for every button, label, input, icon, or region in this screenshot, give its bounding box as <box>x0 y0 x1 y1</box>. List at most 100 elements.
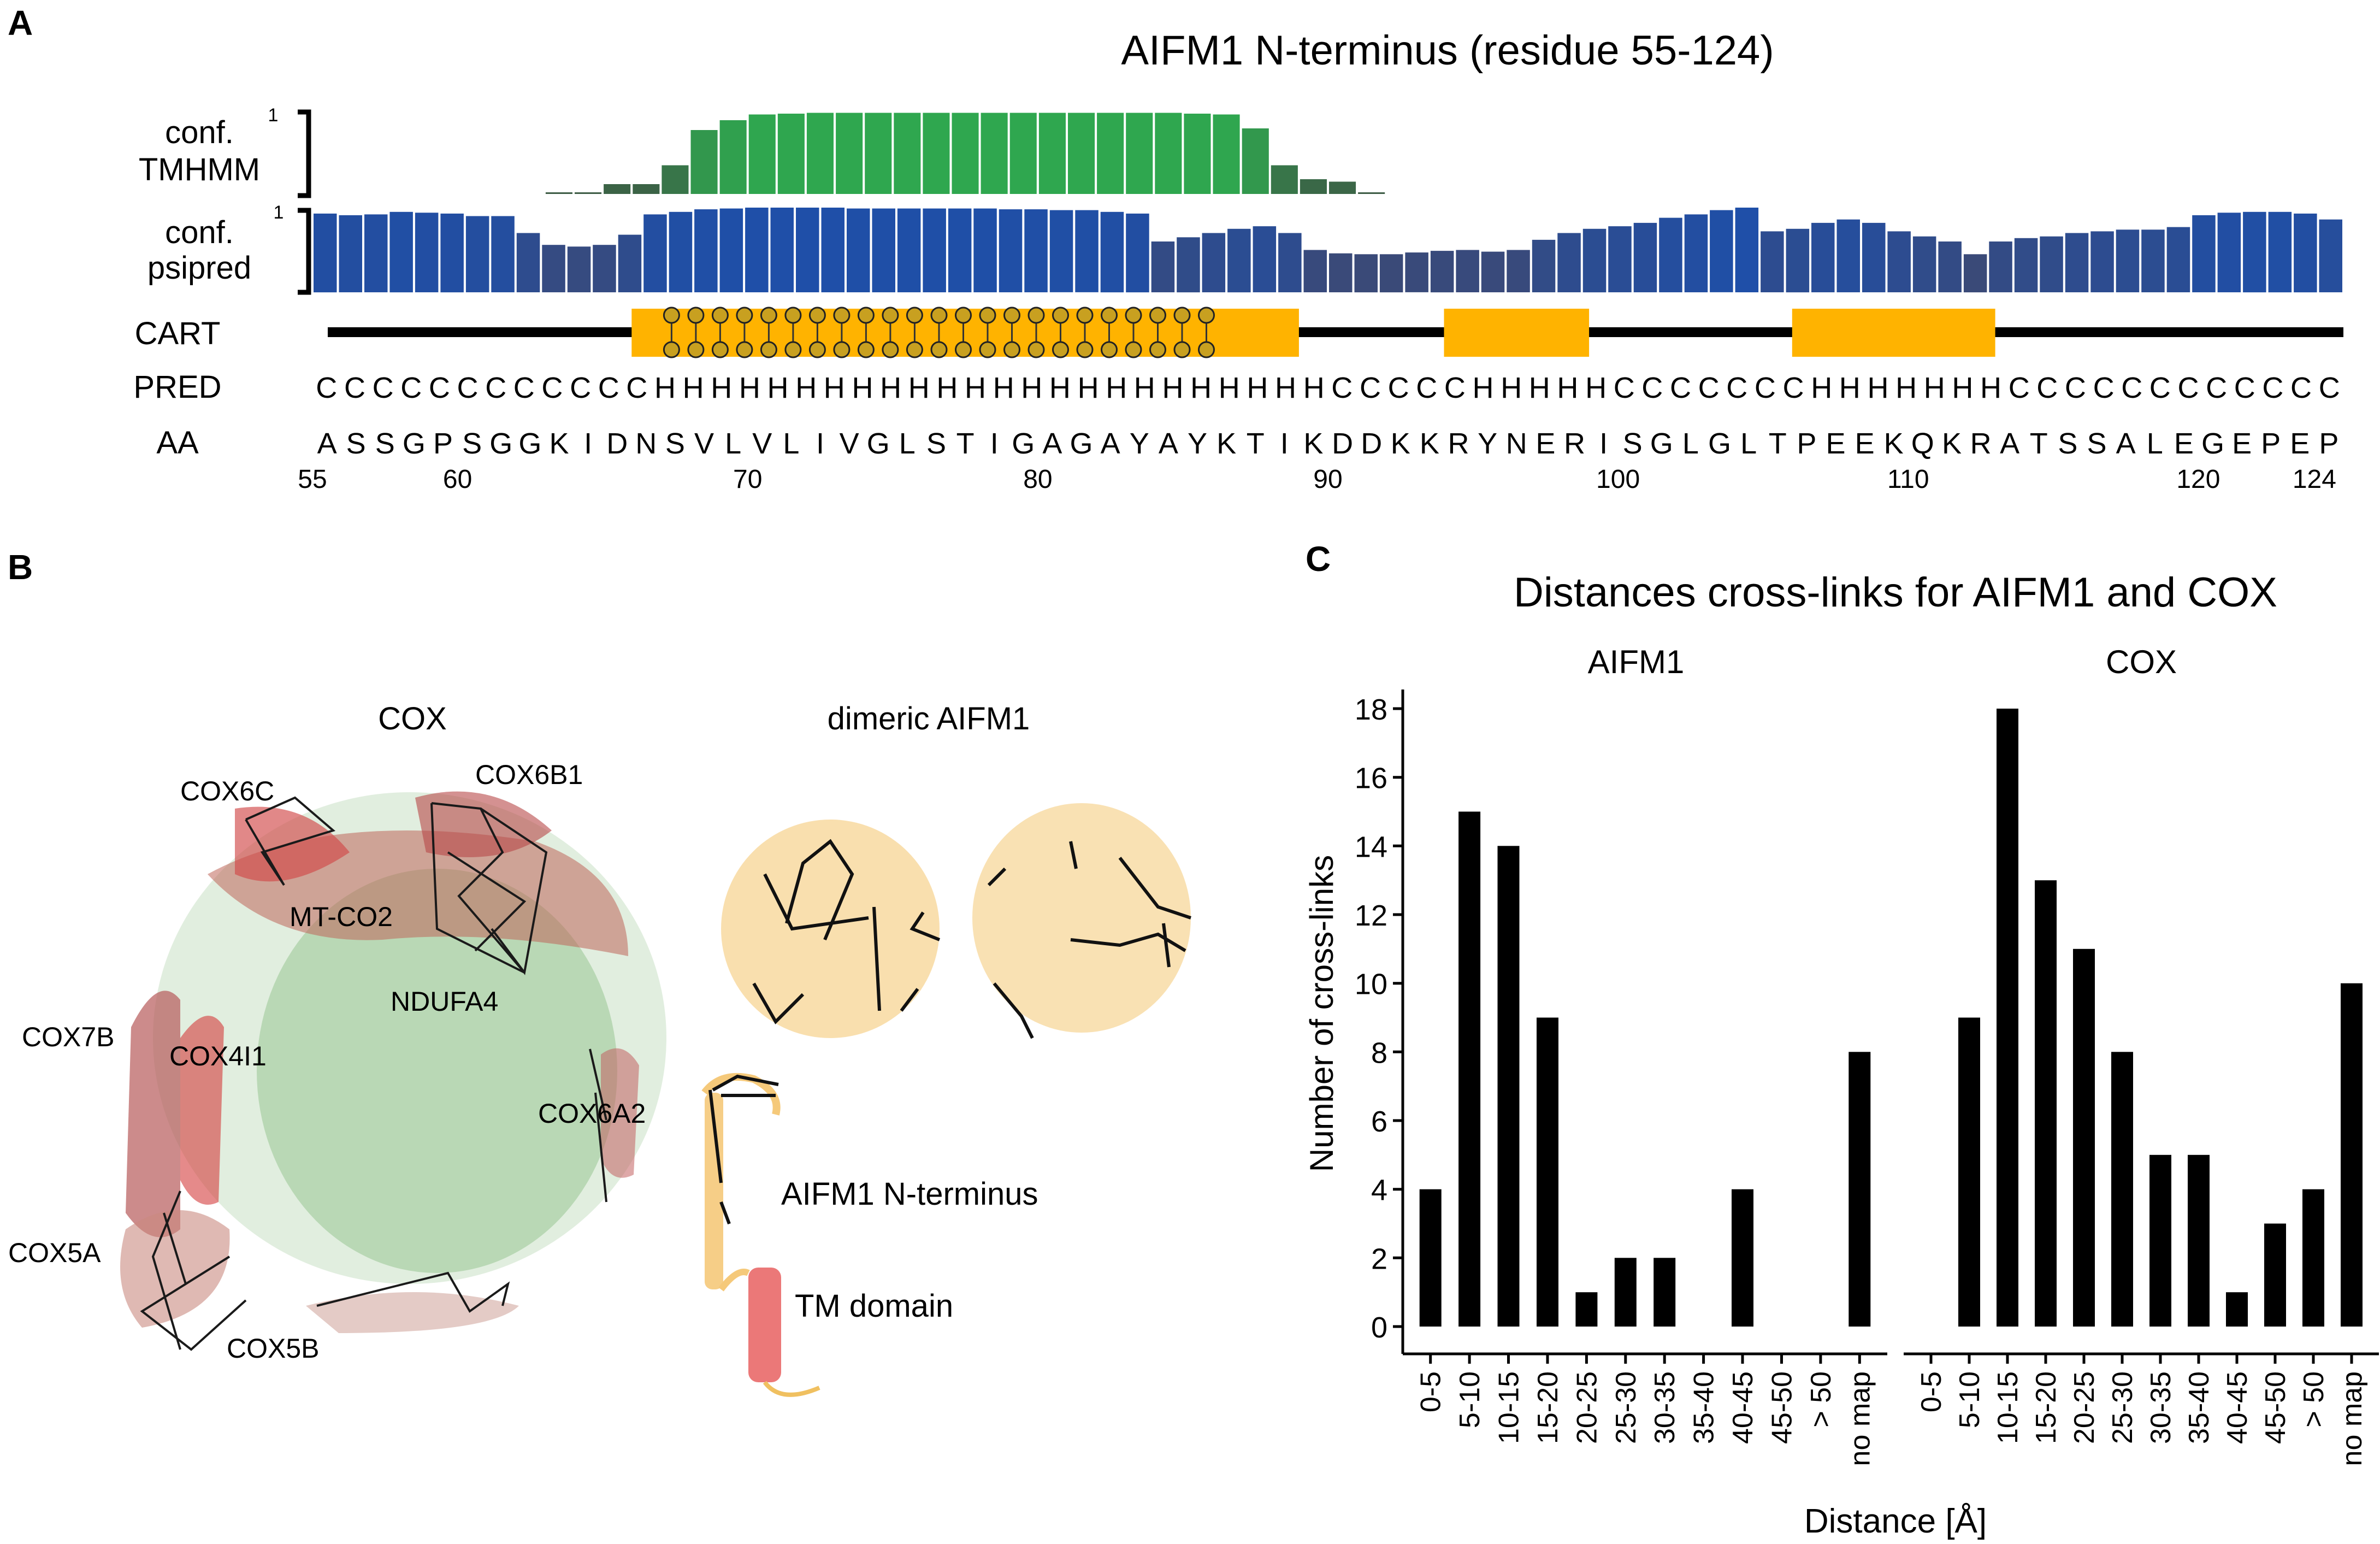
pred-letter: C <box>2065 372 2086 404</box>
membrane-bead <box>1149 341 1166 358</box>
psipred-bar <box>1582 228 1607 293</box>
psipred-bar <box>314 213 337 293</box>
pred-letter: C <box>2121 372 2142 404</box>
tmhmm-label-line1: conf. <box>165 115 234 150</box>
membrane-bead <box>1027 307 1045 324</box>
bar-cox <box>2111 1052 2133 1327</box>
pred-letter: H <box>1303 372 1325 404</box>
x-tick-label: 10-15 <box>1992 1371 2024 1444</box>
aa-letter: R <box>1564 427 1585 460</box>
y-tick-label: 2 <box>1371 1242 1387 1275</box>
dimeric-aifm1-title: dimeric AIFM1 <box>828 701 1030 736</box>
psipred-bar <box>2217 213 2241 292</box>
membrane-bead <box>687 307 705 324</box>
pred-letter: C <box>2149 372 2171 404</box>
pred-letter: H <box>1895 372 1917 404</box>
pred-letter: C <box>1388 372 1409 404</box>
aa-letter: D <box>606 427 628 460</box>
membrane-bead <box>1052 341 1069 358</box>
aa-letter: K <box>1420 427 1439 460</box>
pred-letter: C <box>457 372 479 404</box>
psipred-bar <box>1659 217 1682 292</box>
pred-letter: H <box>852 372 873 404</box>
aa-letter: G <box>1012 427 1035 460</box>
aa-letter: E <box>2232 427 2252 460</box>
x-tick-label: 0-5 <box>1916 1371 1947 1412</box>
x-tick-label: no map <box>1844 1371 1876 1466</box>
aa-letter: A <box>2116 427 2136 460</box>
psipred-bar <box>415 213 439 292</box>
aa-letter: A <box>1101 427 1120 460</box>
tmhmm-bar <box>865 113 892 194</box>
psipred-bar <box>1735 208 1759 292</box>
psipred-bar <box>593 245 616 292</box>
residue-tick-label: 124 <box>2293 465 2336 494</box>
psipred-bar <box>567 246 591 292</box>
psipred-bar <box>1963 254 1987 293</box>
bar-cox <box>1958 1017 1980 1327</box>
tmhmm-bar <box>923 113 950 194</box>
membrane-bead <box>1198 307 1215 324</box>
membrane-bead <box>857 307 875 324</box>
y-tick-label: 18 <box>1355 693 1387 726</box>
tmhmm-bar <box>719 120 747 194</box>
bar-aifm1 <box>1537 1017 1558 1327</box>
aa-letter: S <box>1623 427 1643 460</box>
psipred-bar <box>745 208 769 292</box>
tmhmm-bar <box>1300 179 1327 194</box>
y-tick-label: 16 <box>1355 762 1387 795</box>
tmhmm-bar <box>1097 113 1124 194</box>
cox-structure-title: COX <box>378 701 447 736</box>
psipred-bar <box>1938 241 1962 292</box>
psipred-bar <box>1354 254 1378 293</box>
pred-letter: C <box>1783 372 1804 404</box>
tmhmm-bar <box>662 165 689 194</box>
cart-label: CART <box>135 316 221 351</box>
aa-letter: I <box>584 427 592 460</box>
psipred-bar <box>1532 239 1556 292</box>
psipred-bar <box>1507 250 1530 292</box>
aifm1-nterminus-image <box>701 1072 820 1397</box>
psipred-label-line1: conf. <box>165 215 234 250</box>
aa-letter: D <box>1332 427 1353 460</box>
aifm1-dimer-image <box>721 803 1191 1039</box>
tmhmm-bar <box>1068 113 1095 194</box>
membrane-bead <box>857 341 875 358</box>
tmhmm-bar <box>1184 114 1211 194</box>
bar-cox <box>2341 983 2363 1327</box>
psipred-bar <box>2294 213 2317 293</box>
aa-letter: I <box>816 427 824 460</box>
membrane-bead <box>1173 307 1191 324</box>
label-mt-co2: MT-CO2 <box>290 901 393 932</box>
psipred-bar <box>389 211 413 293</box>
x-tick-label: > 50 <box>1805 1371 1837 1428</box>
bar-cox <box>2302 1189 2324 1327</box>
tmhmm-bar <box>1213 114 1240 194</box>
pred-letter: H <box>1049 372 1071 404</box>
aa-letter: G <box>2201 427 2224 460</box>
aa-letter: N <box>1506 427 1527 460</box>
aa-letter: Y <box>1478 427 1497 460</box>
chart-title: Distances cross-links for AIFM1 and COX <box>1514 569 2277 616</box>
psipred-bar <box>2090 231 2114 292</box>
psipred-bar <box>1329 253 1353 292</box>
psipred-bar <box>821 208 844 292</box>
panel-letter-a: A <box>8 3 33 43</box>
pred-letter: H <box>767 372 789 404</box>
bar-aifm1 <box>1458 811 1481 1327</box>
membrane-bead <box>1027 341 1045 358</box>
aa-letter: R <box>1448 427 1469 460</box>
aa-letter: Y <box>1188 427 1207 460</box>
psipred-bar <box>542 245 565 292</box>
psipred-bar <box>694 209 718 292</box>
label-cox4i1: COX4I1 <box>169 1041 267 1071</box>
tmhmm-scale-bar <box>298 109 311 198</box>
membrane-bead <box>784 341 802 358</box>
membrane-bead <box>1101 307 1118 324</box>
membrane-bead <box>1125 341 1142 358</box>
aa-letter: L <box>725 427 741 460</box>
pred-letter: C <box>429 372 450 404</box>
psipred-bar <box>1177 237 1200 293</box>
